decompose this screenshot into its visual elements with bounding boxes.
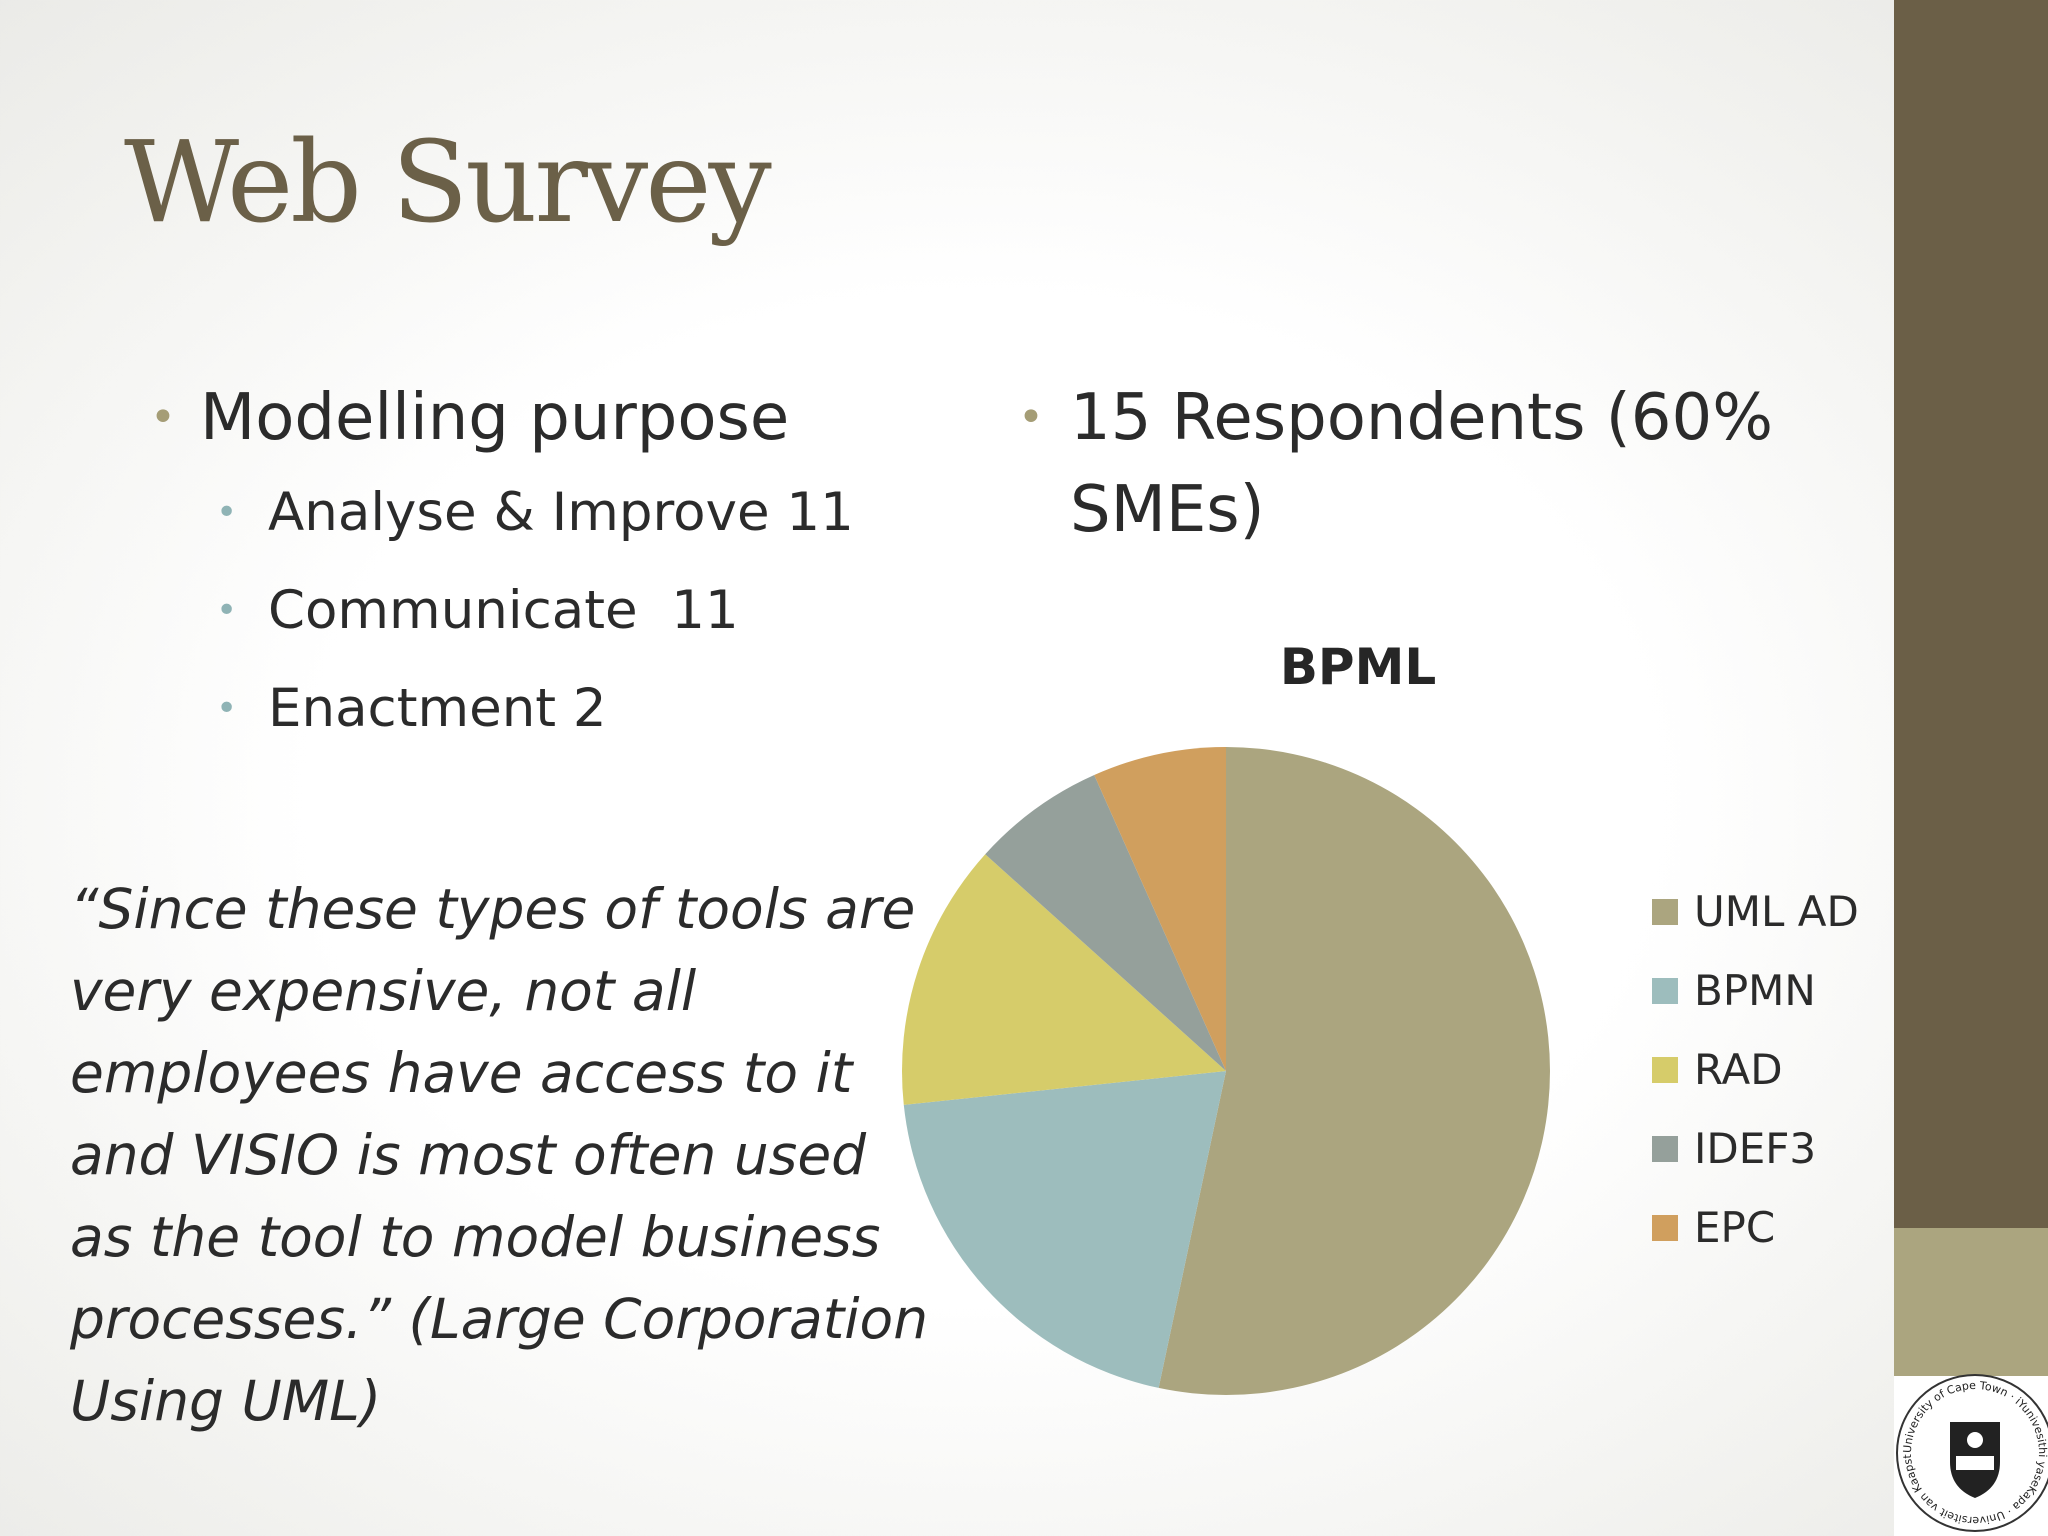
legend-swatch xyxy=(1652,1056,1678,1083)
legend-item-idef3: IDEF3 xyxy=(1652,1109,1859,1188)
sub-bullet-communicate: • Communicate 11 xyxy=(216,562,1010,660)
legend-item-bpmn: BPMN xyxy=(1652,951,1859,1030)
legend-label: RAD xyxy=(1694,1045,1783,1094)
sub-bullet-dot: • xyxy=(216,492,238,533)
university-logo: University of Cape Town · iYunivesithi y… xyxy=(1892,1370,2048,1532)
legend-label: EPC xyxy=(1694,1203,1776,1252)
sub-bullet-text: Communicate 11 xyxy=(268,580,739,641)
legend-swatch xyxy=(1652,898,1678,925)
chart-title: BPML xyxy=(1279,638,1437,696)
bullet-list: • Modelling purpose • Analyse & Improve … xyxy=(150,372,1010,758)
pie-slice-bpmn xyxy=(903,1071,1226,1388)
bullet-modelling-purpose: • Modelling purpose xyxy=(150,372,1010,464)
sub-bullet-dot: • xyxy=(216,688,238,729)
accent-bar-dark xyxy=(1894,0,2048,1228)
legend-label: IDEF3 xyxy=(1694,1124,1817,1173)
bullet-text: Modelling purpose xyxy=(200,381,790,455)
legend-item-uml-ad: UML AD xyxy=(1652,872,1859,951)
bullet-respondents: • 15 Respondents (60% SMEs) xyxy=(1018,372,1910,556)
chart-legend: UML AD BPMN RAD IDEF3 EPC xyxy=(1652,872,1859,1267)
legend-label: BPMN xyxy=(1694,966,1816,1015)
pie-slice-uml-ad xyxy=(1158,747,1550,1395)
bullet-dot: • xyxy=(150,392,176,443)
sub-bullet-dot: • xyxy=(216,590,238,631)
slide-title: Web Survey xyxy=(124,118,772,248)
sub-bullet-text: Enactment 2 xyxy=(268,678,607,739)
legend-swatch xyxy=(1652,1135,1678,1162)
sub-bullet-text: Analyse & Improve 11 xyxy=(268,482,854,543)
legend-swatch xyxy=(1652,1214,1678,1241)
legend-label: UML AD xyxy=(1694,887,1859,936)
legend-swatch xyxy=(1652,977,1678,1004)
quote-text: “Since these types of tools are very exp… xyxy=(70,877,929,1433)
bullet-dot: • xyxy=(1018,392,1044,443)
legend-item-rad: RAD xyxy=(1652,1030,1859,1109)
pie-slice-idef3 xyxy=(985,775,1226,1071)
pie-slice-epc xyxy=(1094,747,1226,1071)
respondents-text: 15 Respondents (60% SMEs) xyxy=(1070,381,1773,547)
sub-bullet-enactment: • Enactment 2 xyxy=(216,660,1010,758)
sub-bullet-analyse: • Analyse & Improve 11 xyxy=(216,464,1010,562)
pie-slice-rad xyxy=(902,854,1226,1105)
accent-bar-light xyxy=(1894,1228,2048,1376)
legend-item-epc: EPC xyxy=(1652,1188,1859,1267)
